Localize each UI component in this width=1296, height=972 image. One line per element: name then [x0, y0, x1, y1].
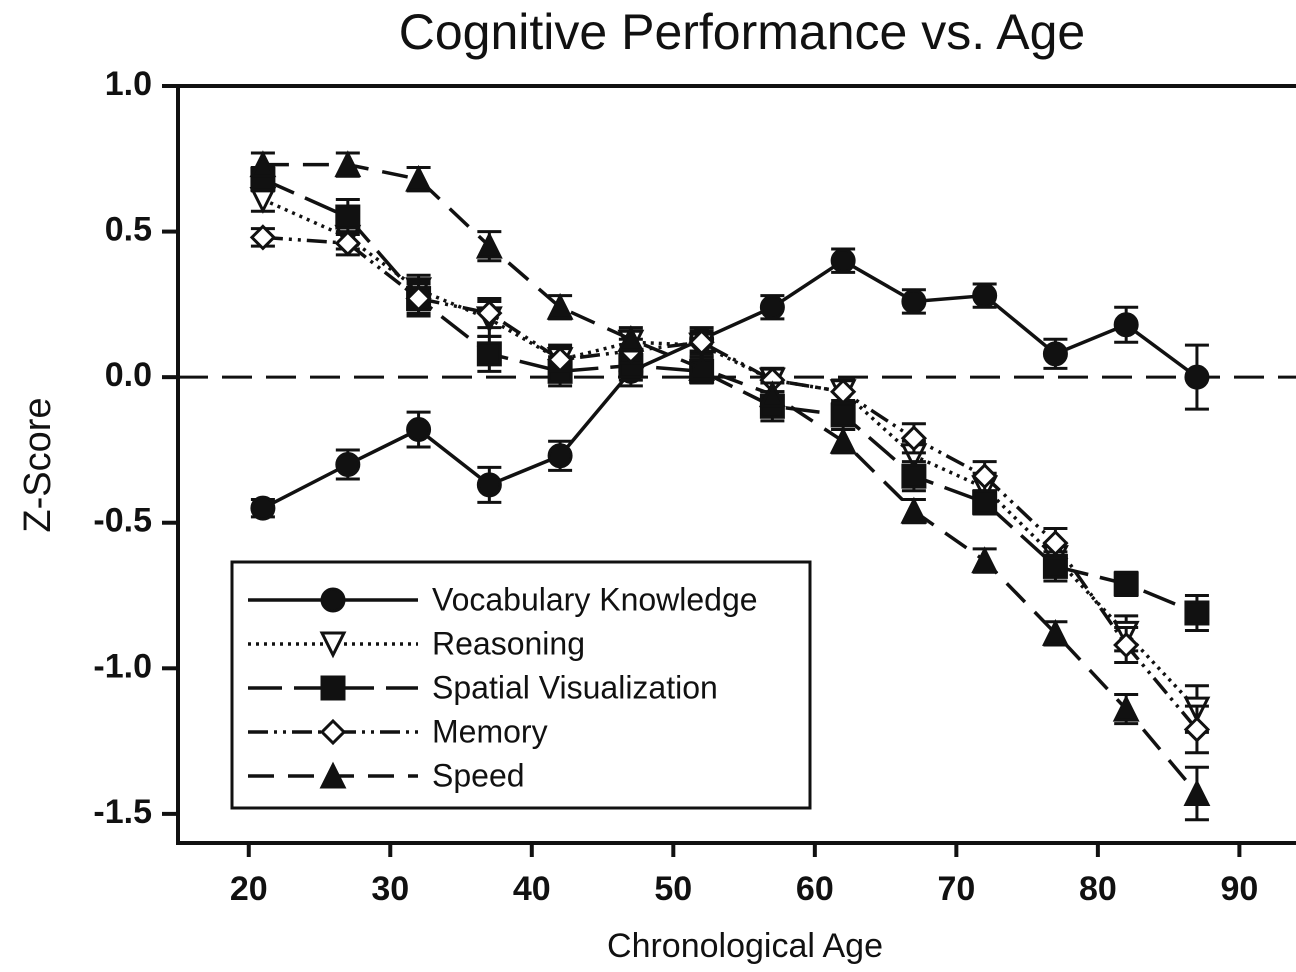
- legend: Vocabulary Knowledge Reasoning Spatial Vis…: [230, 560, 812, 810]
- marker: [335, 452, 361, 477]
- marker: [900, 425, 928, 452]
- x-tick-label: 40: [513, 870, 551, 908]
- x-tick-label: 60: [796, 870, 834, 908]
- legend-label: Memory: [432, 713, 548, 749]
- x-tick-label: 90: [1220, 870, 1258, 908]
- marker: [476, 472, 502, 498]
- series: [249, 150, 1211, 822]
- marker: [1184, 600, 1210, 626]
- marker: [476, 299, 503, 327]
- marker: [688, 354, 716, 381]
- marker: [758, 380, 786, 408]
- marker: [901, 463, 927, 489]
- marker: [249, 224, 277, 251]
- marker: [971, 546, 999, 574]
- marker: [971, 463, 998, 490]
- marker: [405, 285, 432, 312]
- y-tick-label: 0.5: [105, 211, 152, 249]
- marker: [1113, 571, 1139, 597]
- marker: [334, 230, 361, 257]
- y-axis-label: Z-Score: [17, 397, 59, 532]
- chart-title: Cognitive Performance vs. Age: [399, 4, 1085, 60]
- marker: [1113, 312, 1139, 338]
- marker: [405, 164, 433, 192]
- marker: [759, 294, 785, 320]
- x-tick-label: 80: [1079, 870, 1117, 908]
- marker: [319, 718, 347, 746]
- marker: [249, 150, 277, 178]
- y-tick-label: -1.5: [93, 793, 152, 831]
- marker: [1112, 694, 1140, 722]
- marker: [617, 324, 645, 352]
- marker: [1184, 364, 1210, 390]
- marker: [476, 341, 502, 367]
- x-axis-label: Chronological Age: [607, 927, 883, 965]
- marker: [900, 496, 928, 524]
- marker: [1183, 716, 1211, 743]
- legend-label: Spatial Visualization: [432, 669, 718, 705]
- marker: [319, 631, 347, 659]
- marker: [830, 378, 857, 405]
- y-tick-label: -0.5: [93, 502, 152, 540]
- legend-label: Speed: [432, 757, 525, 793]
- y-tick-label: -1.0: [93, 647, 152, 685]
- y-tick-label: 0.0: [105, 356, 152, 394]
- marker: [830, 248, 856, 274]
- axes: [176, 84, 1296, 845]
- marker: [1042, 341, 1068, 367]
- legend-label: Vocabulary Knowledge: [432, 581, 758, 617]
- marker: [475, 231, 503, 259]
- marker: [830, 402, 856, 428]
- x-tick-label: 30: [371, 870, 409, 908]
- marker: [972, 283, 998, 309]
- series-line: [262, 258, 1198, 510]
- marker: [1113, 631, 1140, 659]
- marker: [335, 204, 361, 230]
- marker: [320, 675, 346, 701]
- x-tick-label: 20: [230, 870, 268, 908]
- legend-label: Reasoning: [432, 625, 585, 661]
- x-tick-label: 50: [654, 870, 692, 908]
- marker: [319, 761, 347, 789]
- marker: [250, 495, 276, 521]
- marker: [546, 292, 574, 320]
- marker: [901, 288, 927, 314]
- marker: [1042, 529, 1069, 557]
- marker: [546, 346, 574, 373]
- marker: [1041, 619, 1069, 646]
- marker: [406, 417, 432, 443]
- x-tick-label: 70: [937, 870, 975, 908]
- marker: [829, 426, 857, 454]
- y-tick-label: 1.0: [105, 65, 152, 103]
- marker: [1183, 779, 1211, 807]
- marker: [972, 489, 998, 515]
- series: [249, 224, 1211, 755]
- marker: [334, 150, 362, 178]
- marker: [320, 587, 346, 613]
- marker: [688, 329, 715, 356]
- series-line: [262, 235, 1199, 731]
- marker: [547, 443, 573, 469]
